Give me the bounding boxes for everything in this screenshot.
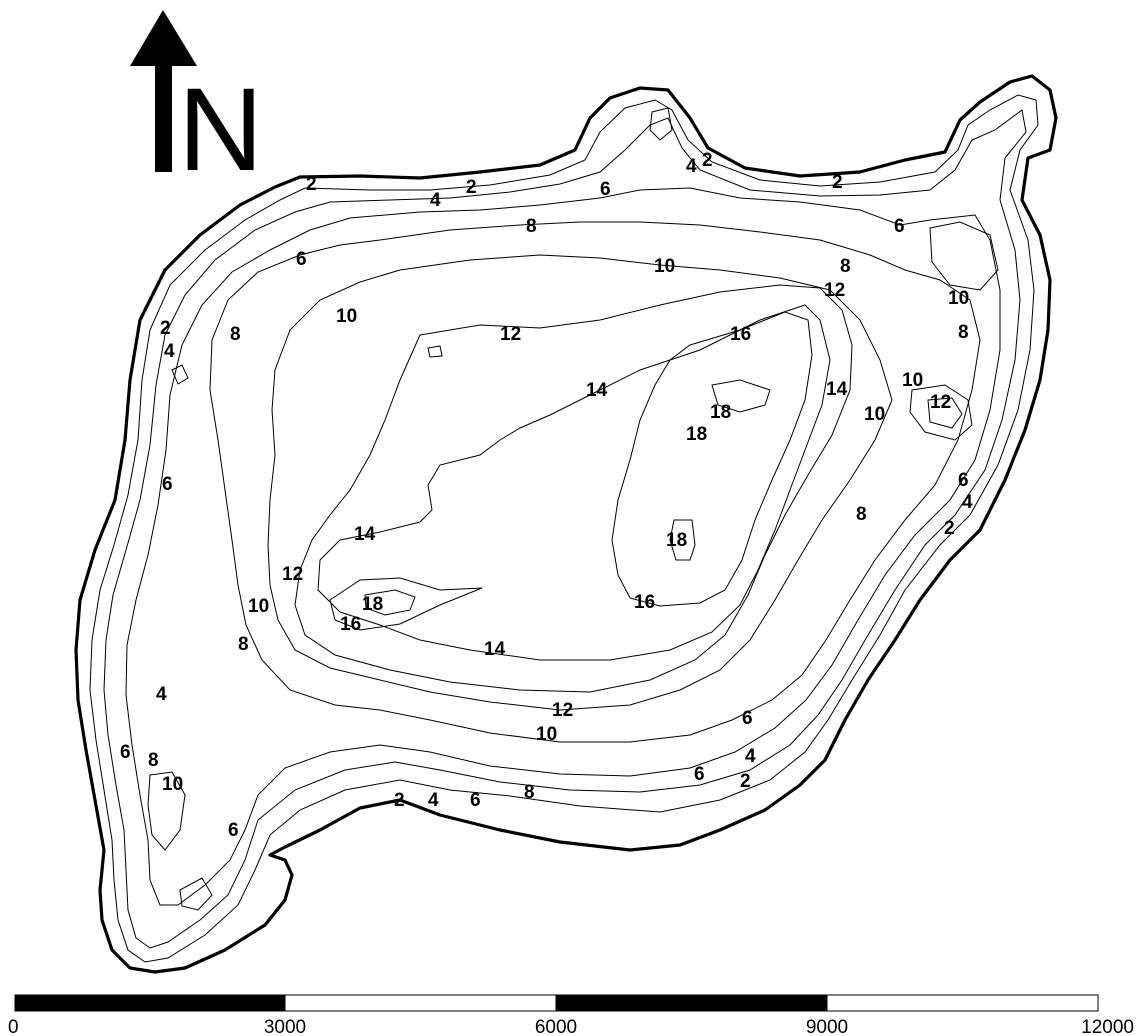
depth-label: 12 (824, 280, 845, 301)
depth-label: 4 (962, 492, 973, 513)
scale-segment-2 (284, 994, 557, 1012)
depth-label: 6 (228, 820, 239, 841)
depth-label: 2 (702, 150, 713, 171)
north-arrow: N (130, 10, 263, 196)
depth-label: 10 (948, 288, 969, 309)
depth-label: 16 (730, 324, 751, 345)
depth-label: 6 (894, 216, 905, 237)
depth-label: 6 (742, 708, 753, 729)
scale-tick-label: 12000 (1081, 1017, 1134, 1036)
contour-2 (89, 94, 1039, 963)
depth-label: 6 (958, 470, 969, 491)
depth-label: 6 (296, 249, 307, 270)
depth-label: 6 (120, 742, 131, 763)
depth-label: 16 (340, 614, 361, 635)
depth-label: 8 (526, 216, 537, 237)
scale-tick-label: 0 (8, 1017, 19, 1036)
depth-label: 6 (470, 790, 481, 811)
contour-18-north (711, 379, 771, 413)
depth-label: 2 (160, 318, 171, 339)
contour-16-sw (329, 577, 483, 631)
depth-label: 8 (524, 782, 535, 803)
depth-label: 12 (552, 700, 573, 721)
contour-8 (209, 221, 981, 743)
depth-label: 4 (156, 684, 167, 705)
depth-label: 2 (832, 172, 843, 193)
depth-label: 18 (686, 424, 707, 445)
depth-label: 18 (666, 530, 687, 551)
contour-12 (294, 284, 853, 693)
pool-southwest (147, 771, 186, 851)
depth-label: 12 (282, 564, 303, 585)
scale-tick-label: 3000 (264, 1017, 306, 1036)
depth-label: 10 (654, 256, 675, 277)
depth-label: 4 (686, 156, 697, 177)
depth-label: 2 (394, 790, 405, 811)
north-letter: N (178, 64, 263, 196)
contour-18-center (669, 519, 696, 561)
depth-label: 8 (238, 634, 249, 655)
depth-label: 2 (306, 174, 317, 195)
depth-label: 12 (500, 324, 521, 345)
depth-label: 8 (840, 256, 851, 277)
island-center (427, 345, 443, 358)
depth-label: 6 (600, 179, 611, 200)
north-arrow-icon (130, 10, 197, 172)
depth-label: 10 (536, 724, 557, 745)
depth-label: 10 (902, 370, 923, 391)
depth-label: 16 (634, 592, 655, 613)
depth-label: 14 (484, 639, 506, 660)
contour-4 (103, 109, 1027, 949)
contour-6 (125, 187, 1001, 906)
pool-southwest-lower (179, 877, 213, 911)
depth-label: 8 (148, 750, 159, 771)
depth-label: 18 (362, 594, 383, 615)
depth-label: 2 (944, 518, 955, 539)
contour-14 (317, 304, 831, 661)
pool-east-inner (927, 397, 963, 429)
pool-northeast (929, 221, 999, 291)
scale-bar: 0 3000 6000 9000 12000 (8, 994, 1134, 1036)
depth-label: 14 (354, 524, 376, 545)
depth-label: 10 (336, 306, 357, 327)
shoreline (74, 74, 1058, 974)
contour-18-sw (364, 589, 416, 616)
scale-tick-label: 9000 (806, 1017, 848, 1036)
depth-label: 18 (710, 402, 731, 423)
island-northwest (171, 364, 189, 385)
depth-label: 14 (826, 379, 848, 400)
island-north (649, 107, 673, 141)
depth-label: 4 (428, 790, 439, 811)
depth-label: 10 (864, 404, 885, 425)
contour-16 (611, 311, 813, 607)
depth-label: 10 (162, 774, 183, 795)
pool-east (909, 384, 973, 441)
depth-label: 14 (586, 380, 608, 401)
depth-label: 2 (466, 177, 477, 198)
depth-label: 10 (248, 596, 269, 617)
depth-label: 8 (856, 504, 867, 525)
depth-label: 2 (740, 771, 751, 792)
depth-label: 6 (162, 474, 173, 495)
depth-label: 8 (958, 322, 969, 343)
contour-labels: 2 2 2 2 2 2 2 2 4 4 4 4 4 4 4 6 6 6 6 6 … (120, 150, 973, 841)
depth-label: 12 (930, 392, 951, 413)
depth-label: 8 (230, 324, 241, 345)
scale-segment-3 (555, 994, 828, 1012)
scale-tick-label: 6000 (535, 1017, 577, 1036)
depth-label: 4 (164, 341, 175, 362)
depth-label: 4 (430, 190, 441, 211)
contour-10 (267, 254, 893, 711)
depth-label: 6 (694, 764, 705, 785)
depth-label: 4 (745, 746, 756, 767)
scale-segment-1 (14, 994, 286, 1012)
scale-segment-4 (826, 994, 1099, 1012)
